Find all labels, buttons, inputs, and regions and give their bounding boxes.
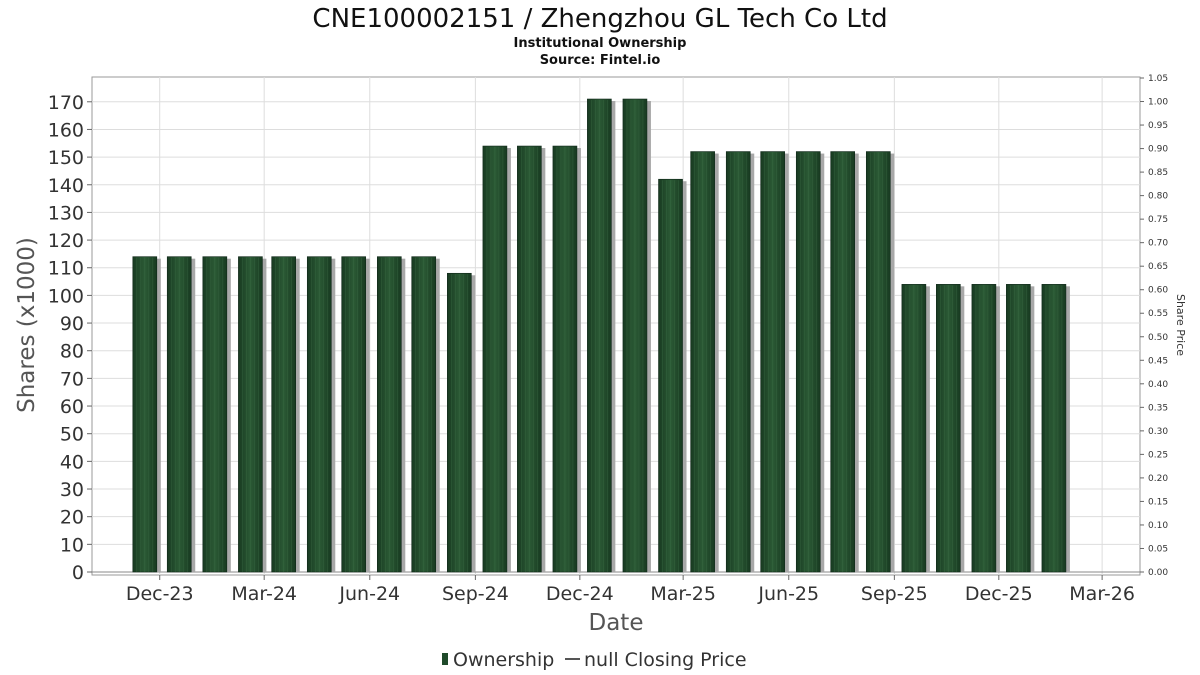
- y-axis-right-ticks: 0.00 0.05 0.10 0.15 0.20 0.25 0.30 0.35 0.40 0.45…: [1140, 74, 1168, 578]
- ownership-bar: [166, 256, 196, 573]
- legend-ownership-swatch: [442, 653, 448, 665]
- y-tick-label: 60: [60, 396, 84, 418]
- ownership-bar: [306, 256, 336, 573]
- y2-tick-label: 0.80: [1148, 192, 1168, 202]
- y-tick-label: 10: [60, 534, 84, 556]
- chart-source: Source: Fintel.io: [540, 53, 661, 68]
- y-tick-label: 130: [48, 202, 84, 224]
- ownership-bar: [1041, 284, 1070, 573]
- x-tick-label: Jun-24: [338, 583, 400, 605]
- y2-tick-label: 0.30: [1148, 427, 1168, 437]
- y-tick-label: 100: [48, 285, 84, 307]
- x-tick-label: Sep-24: [442, 583, 509, 605]
- y2-tick-label: 0.70: [1148, 239, 1168, 249]
- y2-tick-label: 0.90: [1148, 145, 1168, 155]
- y-tick-label: 110: [48, 258, 84, 280]
- y2-tick-label: 0.05: [1148, 544, 1168, 554]
- legend-ownership-label: Ownership: [453, 649, 554, 671]
- y2-tick-label: 0.40: [1148, 380, 1168, 390]
- y-tick-label: 160: [48, 119, 84, 141]
- y2-tick-label: 0.00: [1148, 568, 1168, 578]
- ownership-bar: [271, 256, 300, 573]
- ownership-bar: [517, 145, 546, 573]
- y-tick-label: 70: [60, 368, 84, 390]
- y-tick-label: 80: [60, 341, 84, 363]
- ownership-bar: [482, 145, 511, 573]
- x-tick-label: Dec-24: [546, 583, 614, 605]
- y-tick-label: 40: [60, 451, 84, 473]
- chart-subtitle: Institutional Ownership: [514, 36, 687, 51]
- y2-tick-label: 0.85: [1148, 168, 1168, 178]
- y2-tick-label: 0.35: [1148, 403, 1168, 413]
- ownership-bar: [238, 256, 267, 573]
- x-tick-label: Dec-25: [965, 583, 1033, 605]
- x-tick-label: Mar-24: [231, 583, 297, 605]
- ownership-bar: [132, 256, 161, 573]
- legend-closing-price-label: null Closing Price: [584, 649, 747, 671]
- y2-tick-label: 1.05: [1148, 74, 1168, 84]
- ownership-bar: [690, 151, 719, 573]
- y-tick-label: 20: [60, 507, 84, 529]
- y-tick-label: 150: [48, 147, 84, 169]
- y2-tick-label: 1.00: [1148, 98, 1168, 108]
- y-tick-label: 30: [60, 479, 84, 501]
- y2-axis-label: Share Price: [1174, 294, 1187, 356]
- y2-tick-label: 0.60: [1148, 286, 1168, 296]
- ownership-bar: [658, 178, 687, 573]
- y2-tick-label: 0.95: [1148, 121, 1168, 131]
- y2-tick-label: 0.25: [1148, 450, 1168, 460]
- y2-tick-label: 0.15: [1148, 497, 1168, 507]
- plot-area: [91, 76, 1141, 576]
- ownership-bar: [795, 151, 825, 573]
- x-axis-ticks: Dec-23 Mar-24 Jun-24 Sep-24 Dec-24 Mar-25 Jun-…: [126, 575, 1135, 605]
- ownership-bar: [411, 256, 440, 573]
- y2-tick-label: 0.45: [1148, 356, 1168, 366]
- ownership-bar: [1006, 284, 1035, 573]
- ownership-bar: [202, 256, 231, 573]
- ownership-bar: [622, 98, 651, 573]
- y2-tick-label: 0.50: [1148, 333, 1168, 343]
- ownership-bar: [971, 284, 1000, 573]
- ownership-bars: [132, 98, 1070, 573]
- y-tick-label: 90: [60, 313, 84, 335]
- ownership-bar: [830, 151, 859, 573]
- y-axis-label: Shares (x1000): [14, 237, 40, 413]
- y2-tick-label: 0.75: [1148, 215, 1168, 225]
- y2-tick-label: 0.10: [1148, 521, 1168, 531]
- y2-tick-label: 0.55: [1148, 309, 1168, 319]
- chart-title: CNE100002151 / Zhengzhou GL Tech Co Ltd: [312, 4, 887, 34]
- x-tick-label: Dec-23: [126, 583, 194, 605]
- ownership-bar: [447, 272, 476, 573]
- y-tick-label: 170: [48, 92, 84, 114]
- y-axis-left-ticks: 0 10 20 30 40 50 60 70 80 90 100 110 120 130 140 150 160…: [48, 92, 92, 584]
- ownership-bar: [725, 151, 755, 573]
- ownership-bar: [376, 256, 406, 573]
- ownership-bar: [760, 151, 789, 573]
- ownership-bar: [587, 98, 616, 573]
- ownership-bar: [865, 151, 895, 573]
- x-tick-label: Sep-25: [861, 583, 928, 605]
- y-tick-label: 140: [48, 175, 84, 197]
- y-tick-label: 50: [60, 424, 84, 446]
- y2-tick-label: 0.20: [1148, 474, 1168, 484]
- legend: Ownership null Closing Price: [442, 649, 747, 671]
- ownership-bar: [901, 284, 930, 573]
- ownership-bar: [552, 145, 581, 573]
- y-tick-label: 120: [48, 230, 84, 252]
- x-axis-label: Date: [589, 610, 644, 636]
- ownership-bar: [341, 256, 370, 573]
- x-tick-label: Mar-26: [1069, 583, 1135, 605]
- y2-tick-label: 0.65: [1148, 262, 1168, 272]
- ownership-bar: [936, 284, 965, 573]
- x-tick-label: Jun-25: [757, 583, 819, 605]
- x-tick-label: Mar-25: [650, 583, 716, 605]
- y-tick-label: 0: [72, 562, 84, 584]
